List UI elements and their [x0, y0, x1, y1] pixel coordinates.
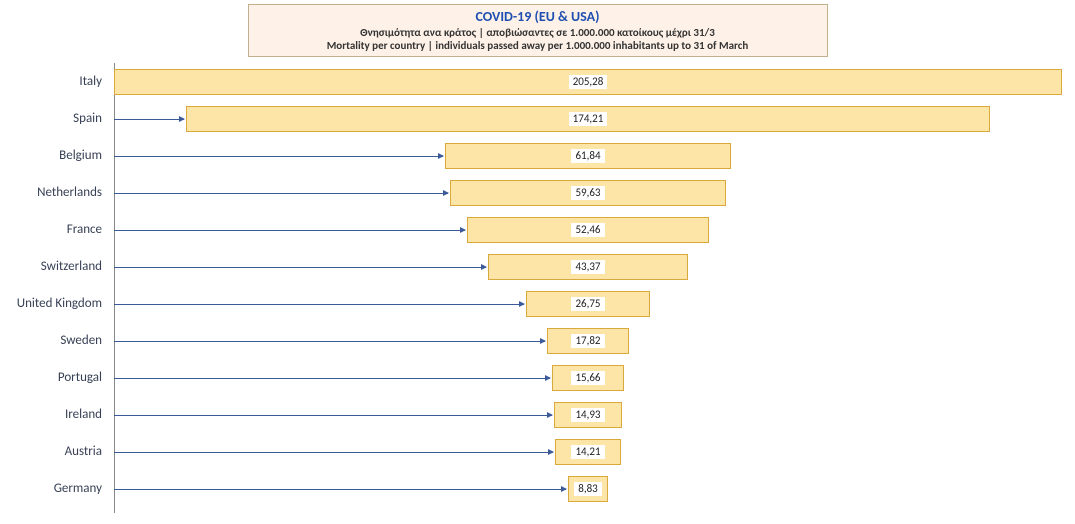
bar: 43,37	[488, 254, 688, 280]
connector-arrow	[114, 415, 552, 416]
chart-row: Ireland 14,93	[6, 396, 1066, 433]
bar: 174,21	[186, 106, 991, 132]
bar-area: 43,37	[114, 248, 1062, 285]
chart-title: COVID-19 (EU & USA)	[255, 8, 821, 26]
bar-value-label: 8,83	[574, 482, 601, 496]
bar-area: 174,21	[114, 100, 1062, 137]
bar-value-label: 17,82	[571, 334, 604, 348]
bar-value-label: 61,84	[571, 149, 604, 163]
bar: 59,63	[450, 180, 725, 206]
connector-arrow	[114, 378, 550, 379]
bar: 205,28	[114, 69, 1062, 95]
connector-arrow	[114, 193, 448, 194]
category-label: France	[6, 222, 108, 237]
bar: 61,84	[445, 143, 731, 169]
bar-value-label: 205,28	[569, 75, 608, 89]
bar-area: 26,75	[114, 285, 1062, 322]
connector-arrow	[114, 341, 545, 342]
bar: 8,83	[568, 476, 609, 502]
chart-header: COVID-19 (EU & USA) Θνησιμότητα ανα κράτ…	[248, 4, 828, 57]
chart-subtitle-en: Mortality per country | individuals pass…	[255, 39, 821, 53]
bar-area: 205,28	[114, 63, 1062, 100]
chart-row: Portugal 15,66	[6, 359, 1066, 396]
category-label: Germany	[6, 481, 108, 496]
chart-row: Spain 174,21	[6, 100, 1066, 137]
bar-value-label: 26,75	[571, 297, 604, 311]
category-label: Spain	[6, 111, 108, 126]
category-label: Belgium	[6, 148, 108, 163]
category-label: Italy	[6, 74, 108, 89]
chart-row: Netherlands 59,63	[6, 174, 1066, 211]
bar-area: 61,84	[114, 137, 1062, 174]
chart-row: Sweden 17,82	[6, 322, 1066, 359]
chart-row: Belgium 61,84	[6, 137, 1066, 174]
category-label: United Kingdom	[6, 296, 108, 311]
chart-row: Italy 205,28	[6, 63, 1066, 100]
bar-value-label: 14,21	[571, 445, 604, 459]
category-label: Ireland	[6, 407, 108, 422]
bar: 26,75	[526, 291, 650, 317]
category-label: Netherlands	[6, 185, 108, 200]
category-label: Portugal	[6, 370, 108, 385]
connector-arrow	[114, 119, 184, 120]
bar-value-label: 14,93	[571, 408, 604, 422]
bar-value-label: 15,66	[571, 371, 604, 385]
connector-arrow	[114, 304, 524, 305]
bar-area: 8,83	[114, 470, 1062, 507]
connector-arrow	[114, 267, 486, 268]
chart-row: France 52,46	[6, 211, 1066, 248]
connector-arrow	[114, 452, 553, 453]
category-label: Sweden	[6, 333, 108, 348]
bar: 14,93	[554, 402, 623, 428]
bar: 17,82	[547, 328, 629, 354]
connector-arrow	[114, 489, 566, 490]
chart-row: United Kingdom 26,75	[6, 285, 1066, 322]
bar-value-label: 52,46	[571, 223, 604, 237]
chart-subtitle-el: Θνησιμότητα ανα κράτος | αποβιώσαντες σε…	[255, 26, 821, 40]
bar-area: 14,93	[114, 396, 1062, 433]
bar-value-label: 174,21	[569, 112, 608, 126]
connector-arrow	[114, 156, 443, 157]
bar: 14,21	[555, 439, 621, 465]
bar-area: 59,63	[114, 174, 1062, 211]
bar: 15,66	[552, 365, 624, 391]
bar: 52,46	[467, 217, 709, 243]
bar-area: 14,21	[114, 433, 1062, 470]
funnel-bar-chart: Italy 205,28 Spain 174,21 Belgium 61,84 Nether…	[6, 63, 1066, 513]
bar-area: 15,66	[114, 359, 1062, 396]
bar-value-label: 59,63	[571, 186, 604, 200]
bar-area: 17,82	[114, 322, 1062, 359]
bar-area: 52,46	[114, 211, 1062, 248]
chart-row: Germany 8,83	[6, 470, 1066, 507]
category-label: Switzerland	[6, 259, 108, 274]
chart-row: Switzerland 43,37	[6, 248, 1066, 285]
connector-arrow	[114, 230, 465, 231]
chart-row: Austria 14,21	[6, 433, 1066, 470]
bar-value-label: 43,37	[571, 260, 604, 274]
category-label: Austria	[6, 444, 108, 459]
